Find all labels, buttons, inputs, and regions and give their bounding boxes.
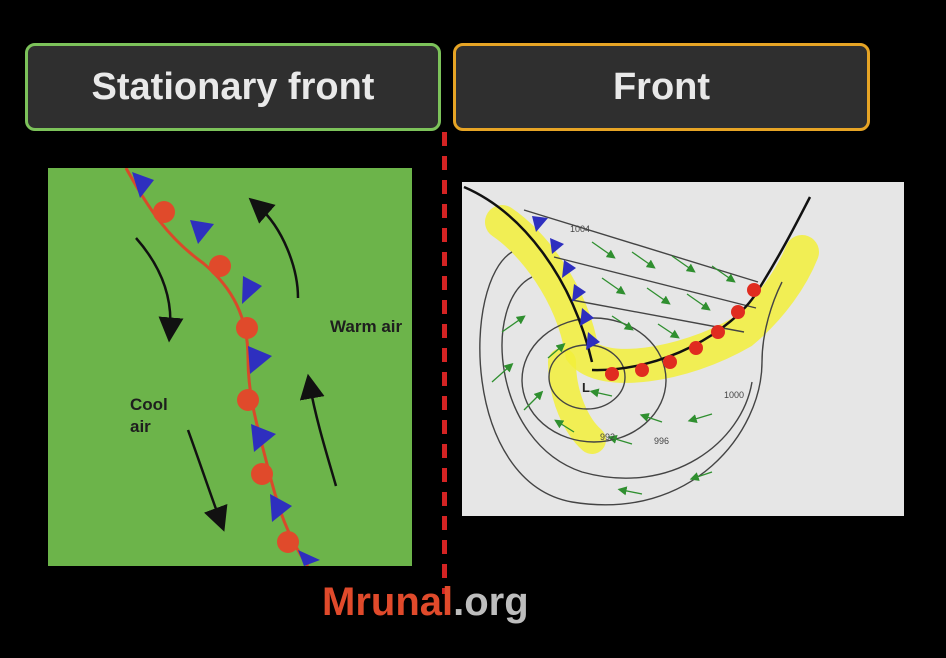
cold-front-triangle bbox=[270, 494, 292, 522]
wind-arrow bbox=[671, 255, 696, 273]
warm-front-semicircle bbox=[237, 389, 259, 411]
warm-front-semicircle bbox=[236, 317, 258, 339]
wind-arrow bbox=[607, 434, 633, 445]
warm-front-semicircle bbox=[747, 283, 761, 297]
wind-arrow bbox=[501, 315, 526, 333]
wind-arrow bbox=[646, 287, 671, 305]
isobar-label-1000: 1000 bbox=[724, 390, 744, 400]
warm-air-arrow bbox=[299, 373, 338, 487]
wind-arrow bbox=[711, 265, 736, 283]
brand-name: Mrunal bbox=[322, 580, 454, 624]
warm-front-semicircle bbox=[635, 363, 649, 377]
isobar bbox=[501, 276, 753, 479]
warm-front-semicircle bbox=[663, 355, 677, 369]
occlusion-highlight bbox=[548, 348, 606, 454]
warm-front-semicircle bbox=[731, 305, 745, 319]
cool-air-arrow bbox=[186, 429, 228, 532]
wind-arrow bbox=[554, 419, 575, 433]
wind-arrow bbox=[547, 343, 566, 359]
warm-front-semicircle bbox=[209, 255, 231, 277]
warm-front-semicircle bbox=[277, 531, 299, 553]
wind-arrow bbox=[687, 413, 713, 424]
wind-arrow bbox=[589, 388, 613, 398]
wind-arrow bbox=[631, 251, 656, 269]
cold-front-triangle bbox=[242, 276, 262, 304]
warm-front-semicircle bbox=[605, 367, 619, 381]
front-diagram: 1004 1000 996 992 L bbox=[462, 182, 904, 516]
warm-air-label: Warm air bbox=[330, 317, 403, 336]
wind-arrow bbox=[601, 277, 626, 295]
stationary-front-title-text: Stationary front bbox=[91, 65, 375, 108]
cold-front-triangle bbox=[562, 260, 576, 278]
cold-front-triangle bbox=[580, 308, 594, 326]
low-pressure-label: L bbox=[582, 380, 590, 395]
warm-air-arrow bbox=[248, 197, 300, 299]
front-title: Front bbox=[453, 43, 870, 131]
brand-watermark: Mrunal.org bbox=[322, 580, 529, 625]
isobar-label-996: 996 bbox=[654, 436, 669, 446]
cold-front-triangle bbox=[586, 332, 600, 350]
wind-arrow bbox=[617, 486, 643, 496]
warm-front-semicircle bbox=[153, 201, 175, 223]
front-title-text: Front bbox=[612, 65, 711, 108]
front-svg: 1004 1000 996 992 L bbox=[463, 185, 819, 506]
cold-front-triangle bbox=[572, 284, 586, 302]
cold-front-triangle bbox=[132, 172, 154, 198]
cold-front-triangle bbox=[251, 424, 276, 452]
cold-front-triangle bbox=[190, 220, 214, 244]
cool-air-arrow bbox=[135, 237, 184, 343]
wind-arrow bbox=[639, 413, 663, 423]
warm-front-semicircle bbox=[689, 341, 703, 355]
wind-arrow bbox=[491, 362, 514, 383]
dashed-divider bbox=[442, 132, 447, 594]
occluded-front-line bbox=[591, 196, 812, 372]
isobar-label-992: 992 bbox=[600, 432, 615, 442]
cool-air-label: Cool air bbox=[130, 395, 168, 436]
isobar bbox=[479, 251, 783, 506]
cold-front-line bbox=[463, 185, 594, 363]
stationary-front-svg bbox=[124, 167, 338, 567]
isobar bbox=[523, 209, 759, 283]
brand-suffix: .org bbox=[453, 580, 529, 624]
isobar-label-1004: 1004 bbox=[570, 224, 590, 234]
cold-front-triangle bbox=[532, 216, 548, 232]
wind-arrow bbox=[523, 390, 544, 411]
warm-front-semicircle bbox=[711, 325, 725, 339]
wind-arrow bbox=[611, 315, 634, 331]
isobar bbox=[553, 256, 757, 309]
stationary-front-diagram: Warm air Cool air bbox=[48, 167, 412, 567]
cold-front-triangle bbox=[298, 550, 320, 566]
warm-front-semicircle bbox=[251, 463, 273, 485]
stationary-front-title: Stationary front bbox=[25, 43, 441, 131]
cold-front-triangle bbox=[550, 238, 564, 254]
wind-arrow bbox=[686, 293, 711, 311]
wind-arrow bbox=[591, 241, 616, 259]
wind-arrow bbox=[657, 323, 680, 339]
wind-arrow bbox=[689, 471, 713, 481]
cold-front-triangle bbox=[248, 346, 272, 374]
